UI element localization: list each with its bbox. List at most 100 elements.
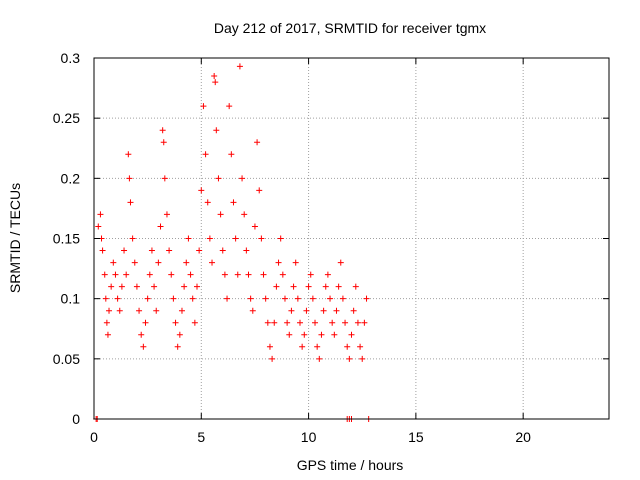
data-point	[114, 295, 121, 302]
data-point	[236, 63, 243, 70]
data-point	[232, 235, 239, 242]
data-point	[178, 307, 185, 314]
data-point	[206, 235, 213, 242]
data-point	[129, 235, 136, 242]
data-point	[324, 271, 331, 278]
data-point	[320, 307, 327, 314]
data-point	[211, 73, 218, 80]
plot-frame	[93, 57, 610, 420]
data-point	[339, 295, 346, 302]
data-point	[243, 247, 250, 254]
data-point	[168, 271, 175, 278]
data-point	[239, 175, 246, 182]
data-point	[204, 199, 211, 206]
data-point	[264, 319, 271, 326]
x-axis-label: GPS time / hours	[297, 457, 404, 473]
data-point	[269, 355, 276, 362]
x-tick-label: 20	[515, 429, 531, 445]
data-point	[363, 295, 370, 302]
data-point	[183, 259, 190, 266]
data-point	[157, 223, 164, 230]
data-point	[133, 283, 140, 290]
data-point	[314, 343, 321, 350]
data-point	[335, 283, 342, 290]
data-point	[346, 355, 353, 362]
data-point	[213, 127, 220, 134]
data-point	[309, 295, 316, 302]
data-point	[299, 343, 306, 350]
data-point	[163, 211, 170, 218]
data-point	[144, 295, 151, 302]
data-point	[228, 151, 235, 158]
data-point	[198, 187, 205, 194]
data-point	[224, 295, 231, 302]
data-point	[138, 331, 145, 338]
data-point	[159, 127, 166, 134]
data-point	[344, 343, 351, 350]
data-point	[357, 343, 364, 350]
data-point	[142, 319, 149, 326]
x-tick-label: 5	[197, 429, 205, 445]
data-point	[153, 307, 160, 314]
data-point	[342, 319, 349, 326]
grid-lines	[94, 58, 609, 419]
data-point	[200, 103, 207, 110]
data-point	[185, 235, 192, 242]
data-point	[279, 271, 286, 278]
y-tick-label: 0.15	[53, 231, 80, 247]
data-point	[97, 211, 104, 218]
data-point	[241, 211, 248, 218]
data-point	[262, 295, 269, 302]
data-point	[217, 211, 224, 218]
y-tick-label: 0.3	[61, 50, 81, 66]
data-point	[202, 151, 209, 158]
data-point	[194, 283, 200, 290]
data-point	[187, 271, 194, 278]
data-point	[104, 331, 111, 338]
data-point	[116, 307, 123, 314]
data-point	[196, 247, 203, 254]
data-point	[294, 295, 301, 302]
data-point	[176, 331, 183, 338]
data-point	[284, 319, 291, 326]
data-point	[249, 307, 256, 314]
data-point	[108, 283, 115, 290]
data-point	[102, 295, 109, 302]
data-point	[292, 259, 299, 266]
data-point	[348, 331, 355, 338]
data-point	[123, 271, 130, 278]
data-point	[230, 199, 237, 206]
data-point	[161, 175, 168, 182]
data-point	[189, 295, 196, 302]
data-point	[181, 283, 188, 290]
data-point	[281, 295, 288, 302]
data-point	[226, 103, 233, 110]
data-point	[215, 175, 222, 182]
data-point	[277, 235, 284, 242]
data-point	[151, 283, 158, 290]
data-point	[254, 139, 261, 146]
data-point	[131, 259, 138, 266]
y-tick-label: 0.25	[53, 110, 80, 126]
y-axis-ticks: 0 0.05 0.1 0.15 0.2 0.25 0.3	[53, 50, 609, 427]
data-point	[273, 283, 280, 290]
data-point	[307, 271, 314, 278]
data-point	[125, 151, 132, 158]
data-point	[290, 283, 297, 290]
data-point	[359, 355, 366, 362]
data-point	[318, 331, 325, 338]
data-point	[126, 175, 133, 182]
data-point	[170, 295, 177, 302]
data-point	[352, 283, 359, 290]
data-point	[172, 319, 179, 326]
data-point	[333, 307, 340, 314]
data-point	[127, 199, 134, 206]
y-tick-label: 0	[72, 411, 80, 427]
data-point	[209, 259, 216, 266]
data-point	[155, 259, 162, 266]
data-point	[316, 355, 323, 362]
data-point	[329, 319, 336, 326]
data-point	[110, 259, 117, 266]
data-point	[251, 223, 258, 230]
